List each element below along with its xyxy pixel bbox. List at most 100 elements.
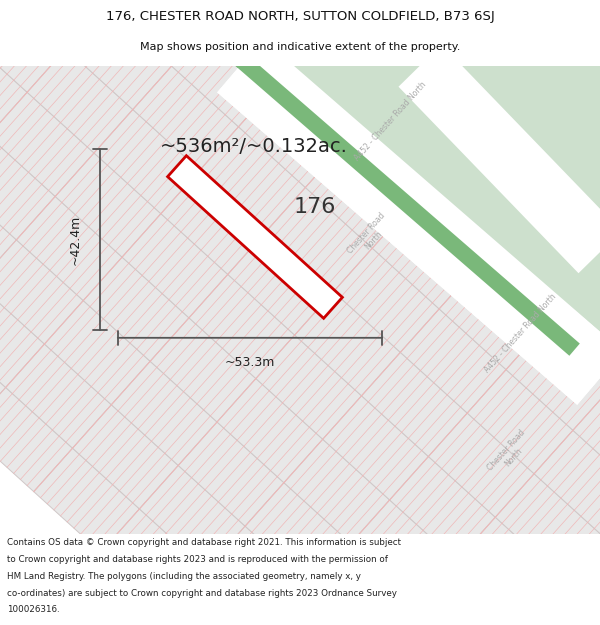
Text: Chester Road
North: Chester Road North: [346, 211, 394, 262]
Polygon shape: [211, 0, 316, 83]
Polygon shape: [178, 422, 284, 526]
Polygon shape: [595, 92, 600, 196]
Polygon shape: [206, 526, 312, 625]
Polygon shape: [139, 466, 245, 569]
Text: Contains OS data © Crown copyright and database right 2021. This information is : Contains OS data © Crown copyright and d…: [7, 538, 401, 548]
Polygon shape: [44, 301, 150, 405]
Polygon shape: [344, 101, 450, 205]
Polygon shape: [55, 153, 161, 257]
Polygon shape: [172, 22, 277, 127]
Polygon shape: [517, 179, 600, 282]
Polygon shape: [523, 578, 600, 625]
Polygon shape: [506, 326, 600, 431]
Polygon shape: [266, 188, 373, 292]
Polygon shape: [457, 518, 562, 621]
Polygon shape: [496, 474, 600, 578]
Polygon shape: [105, 0, 211, 66]
Text: HM Land Registry. The polygons (including the associated geometry, namely x, y: HM Land Registry. The polygons (includin…: [7, 572, 361, 581]
Polygon shape: [66, 6, 172, 109]
Polygon shape: [527, 31, 600, 135]
Polygon shape: [573, 387, 600, 491]
Polygon shape: [167, 569, 273, 625]
Polygon shape: [239, 83, 344, 188]
Polygon shape: [0, 136, 55, 240]
Polygon shape: [34, 448, 139, 552]
Text: Chester Road
North: Chester Road North: [485, 428, 535, 479]
Text: Map shows position and indicative extent of the property.: Map shows position and indicative extent…: [140, 42, 460, 52]
Polygon shape: [143, 0, 249, 22]
Polygon shape: [256, 335, 362, 439]
Polygon shape: [499, 0, 600, 31]
Polygon shape: [209, 31, 580, 356]
Polygon shape: [562, 534, 600, 625]
Text: A452 - Chester Road North: A452 - Chester Road North: [352, 80, 428, 162]
Polygon shape: [461, 0, 566, 74]
Polygon shape: [334, 248, 439, 352]
Polygon shape: [355, 0, 461, 57]
Polygon shape: [478, 222, 584, 326]
Polygon shape: [0, 32, 27, 136]
Polygon shape: [0, 327, 5, 431]
Polygon shape: [584, 239, 600, 343]
Polygon shape: [389, 456, 496, 561]
Polygon shape: [284, 439, 389, 543]
Polygon shape: [400, 309, 506, 413]
Polygon shape: [305, 144, 411, 248]
Polygon shape: [249, 0, 355, 40]
Polygon shape: [428, 413, 534, 518]
Polygon shape: [73, 405, 178, 509]
Polygon shape: [217, 379, 323, 482]
Polygon shape: [286, 66, 600, 434]
Polygon shape: [189, 274, 295, 379]
Polygon shape: [295, 292, 400, 396]
Polygon shape: [228, 231, 334, 335]
Text: ~536m²/~0.132ac.: ~536m²/~0.132ac.: [160, 137, 348, 156]
Polygon shape: [150, 318, 256, 422]
Polygon shape: [161, 170, 266, 274]
Polygon shape: [83, 257, 189, 361]
Polygon shape: [16, 196, 122, 301]
Polygon shape: [351, 500, 457, 604]
Polygon shape: [312, 543, 418, 625]
Polygon shape: [383, 57, 489, 161]
Polygon shape: [0, 92, 94, 196]
Polygon shape: [94, 109, 200, 214]
Text: ~53.3m: ~53.3m: [225, 356, 275, 369]
Polygon shape: [489, 74, 595, 179]
Polygon shape: [398, 44, 600, 273]
Polygon shape: [0, 0, 66, 92]
Polygon shape: [0, 240, 83, 344]
Polygon shape: [200, 127, 305, 231]
Polygon shape: [316, 0, 422, 101]
Polygon shape: [209, 31, 580, 356]
Polygon shape: [0, 388, 73, 492]
Polygon shape: [439, 266, 545, 369]
Polygon shape: [373, 205, 478, 309]
Polygon shape: [167, 156, 343, 318]
Polygon shape: [5, 344, 112, 448]
Text: ~42.4m: ~42.4m: [69, 214, 82, 264]
Polygon shape: [217, 39, 600, 405]
Polygon shape: [566, 0, 600, 92]
Polygon shape: [27, 49, 133, 153]
Polygon shape: [323, 396, 428, 500]
Polygon shape: [0, 0, 105, 49]
Polygon shape: [450, 118, 556, 222]
Polygon shape: [101, 509, 206, 613]
Polygon shape: [277, 40, 383, 144]
Polygon shape: [245, 482, 351, 587]
Polygon shape: [217, 39, 600, 405]
Polygon shape: [545, 282, 600, 387]
Polygon shape: [0, 179, 16, 283]
Polygon shape: [556, 135, 600, 239]
Polygon shape: [411, 161, 517, 266]
Polygon shape: [0, 283, 44, 388]
Polygon shape: [394, 0, 499, 14]
Text: 176, CHESTER ROAD NORTH, SUTTON COLDFIELD, B73 6SJ: 176, CHESTER ROAD NORTH, SUTTON COLDFIEL…: [106, 10, 494, 23]
Text: 100026316.: 100026316.: [7, 606, 60, 614]
Polygon shape: [422, 14, 527, 118]
Text: to Crown copyright and database rights 2023 and is reproduced with the permissio: to Crown copyright and database rights 2…: [7, 555, 388, 564]
Text: co-ordinates) are subject to Crown copyright and database rights 2023 Ordnance S: co-ordinates) are subject to Crown copyr…: [7, 589, 397, 598]
Polygon shape: [133, 66, 239, 170]
Polygon shape: [112, 361, 217, 466]
